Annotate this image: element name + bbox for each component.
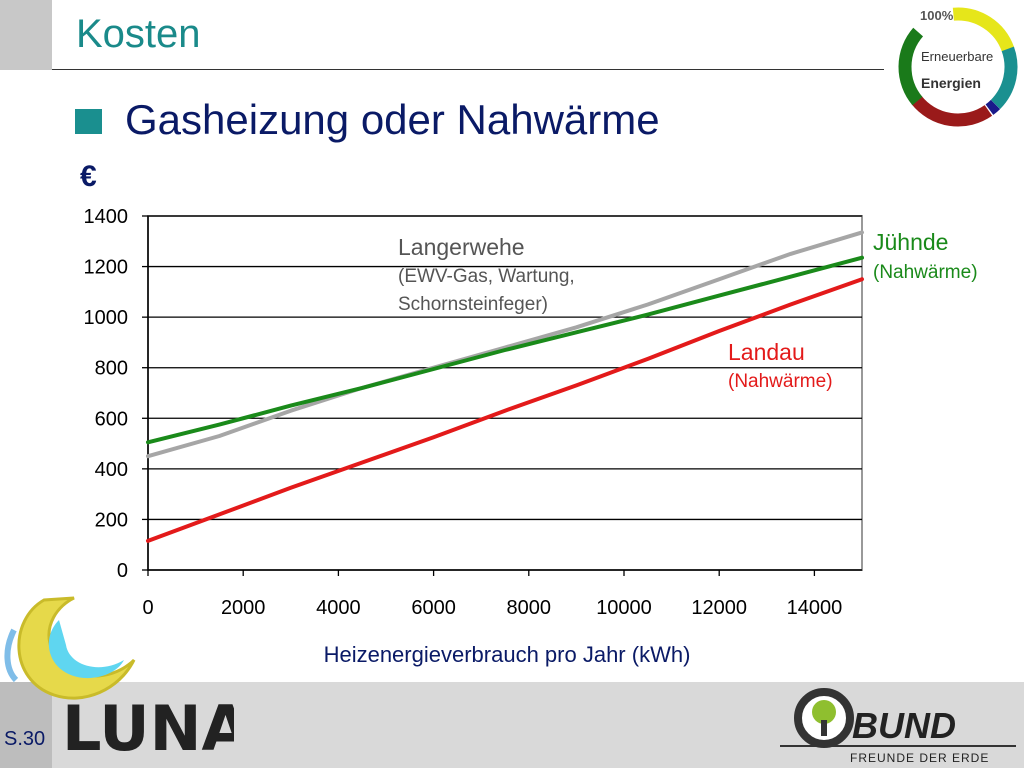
badge-line2: Energien (921, 75, 981, 91)
series-line-1 (146, 230, 864, 459)
badge-top-text: 100% (920, 8, 954, 23)
page-number: S.30 (4, 728, 46, 750)
bund-logo-icon: BUND FREUNDE DER ERDE (780, 688, 1016, 765)
x-tick-label: 2000 (221, 597, 266, 619)
y-axis-unit: € (80, 160, 97, 193)
renewable-energy-badge-icon: 100% Erneuerbare Energien (898, 7, 1018, 127)
y-tick-label: 400 (95, 459, 128, 481)
x-tick-label: 12000 (691, 597, 747, 619)
y-tick-label: 0 (117, 560, 128, 582)
footer-left-block (0, 682, 52, 768)
left-accent-bar (0, 0, 52, 70)
y-tick-label: 600 (95, 408, 128, 430)
y-tick-label: 800 (95, 358, 128, 380)
y-tick-label: 200 (95, 509, 128, 531)
x-tick-label: 6000 (411, 597, 456, 619)
annotation-juehnde-sub: (Nahwärme) (873, 262, 978, 283)
x-tick-label: 8000 (507, 597, 552, 619)
x-tick-label: 4000 (316, 597, 361, 619)
x-axis-label: Heizenergieverbrauch pro Jahr (kWh) (324, 642, 691, 667)
annotation-landau-sub: (Nahwärme) (728, 371, 833, 392)
bund-tagline: FREUNDE DER ERDE (850, 751, 989, 765)
slide-subtitle: Gasheizung oder Nahwärme (125, 96, 660, 143)
bund-name: BUND (852, 705, 956, 746)
y-tick-label: 1400 (84, 206, 129, 228)
title-divider (52, 69, 884, 70)
annotation-juehnde-title: Jühnde (873, 229, 949, 255)
badge-line1: Erneuerbare (921, 49, 993, 64)
x-tick-label: 0 (142, 597, 153, 619)
luna-logo-icon: LUNA (4, 596, 234, 765)
annotation-landau-title: Landau (728, 339, 805, 365)
slide-title: Kosten (76, 12, 201, 56)
annotation-langerwehe-title: Langerwehe (398, 234, 525, 260)
annotation-langerwehe-line2: Schornsteinfeger) (398, 294, 548, 315)
y-tick-label: 1000 (84, 307, 129, 329)
footer-band (0, 682, 1024, 768)
x-tick-label: 10000 (596, 597, 652, 619)
y-tick-label: 1200 (84, 257, 129, 279)
series-line-2 (146, 255, 864, 445)
annotation-langerwehe-line1: (EWV-Gas, Wartung, (398, 266, 575, 287)
bullet-square-icon (75, 109, 102, 134)
series-line-3 (146, 277, 864, 543)
luna-text: LUNA (62, 692, 234, 765)
x-tick-label: 14000 (787, 597, 843, 619)
